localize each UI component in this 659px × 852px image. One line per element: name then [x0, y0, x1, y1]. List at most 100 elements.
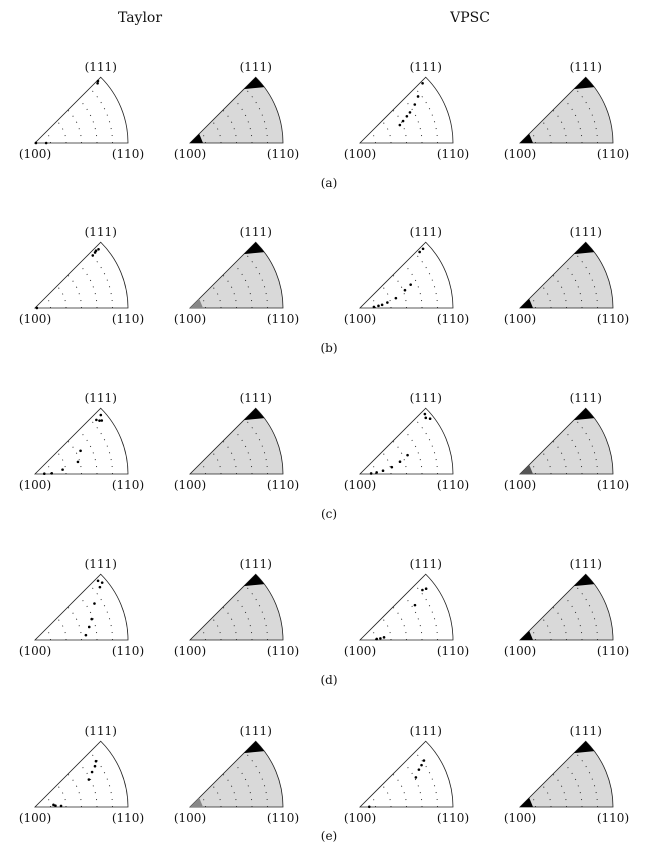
- grid-arc: [370, 296, 376, 309]
- pole-label-111: (111): [410, 60, 442, 74]
- pole-label-110: (110): [112, 478, 144, 492]
- orientation-point: [420, 763, 423, 767]
- orientation-point: [100, 419, 104, 422]
- pole-label-100: (100): [344, 811, 376, 825]
- orientation-point: [367, 805, 371, 809]
- grid-arc: [45, 795, 51, 808]
- texture-peak-111: [573, 741, 595, 754]
- orientation-point: [61, 468, 64, 471]
- grid-arc: [530, 462, 536, 475]
- orientation-point: [381, 469, 385, 473]
- texture-peak-100: [520, 133, 534, 143]
- panel-b-3: (111) (100) (110): [344, 225, 469, 326]
- pole-label-110: (110): [112, 811, 144, 825]
- pole-label-111: (111): [85, 724, 117, 738]
- orientation-point: [52, 803, 55, 807]
- pole-label-111: (111): [240, 557, 272, 571]
- stereographic-triangle: [519, 76, 614, 144]
- grid-arc: [200, 795, 206, 808]
- stereographic-triangle: [359, 241, 454, 309]
- row-caption: (d): [320, 673, 337, 687]
- pole-label-111: (111): [410, 225, 442, 239]
- grid-arc: [530, 628, 536, 641]
- stereographic-triangle: [189, 740, 284, 808]
- pole-label-111: (111): [410, 391, 442, 405]
- stereographic-triangle: [359, 76, 454, 144]
- stereographic-triangle: [34, 76, 129, 144]
- orientation-point: [54, 804, 57, 808]
- orientation-point: [424, 587, 428, 590]
- orientation-point: [98, 419, 101, 422]
- orientation-point: [390, 465, 394, 469]
- panel-c-1: (111) (100) (110): [19, 391, 144, 492]
- panel-e-4: (111) (100) (110): [504, 724, 629, 825]
- texture-peak-111: [243, 574, 265, 587]
- orientation-point: [76, 460, 80, 464]
- pole-label-110: (110): [267, 644, 299, 658]
- pole-label-111: (111): [240, 391, 272, 405]
- texture-peak-100: [190, 298, 204, 308]
- pole-label-110: (110): [267, 811, 299, 825]
- row-caption: (a): [321, 176, 338, 190]
- grid-arc: [45, 462, 51, 475]
- panel-b-1: (111) (100) (110): [19, 225, 144, 326]
- orientation-point: [386, 301, 389, 304]
- pole-label-100: (100): [344, 147, 376, 161]
- orientation-point: [377, 304, 380, 308]
- pole-label-111: (111): [85, 557, 117, 571]
- pole-label-110: (110): [112, 312, 144, 326]
- texture-peak-111: [573, 77, 595, 90]
- orientation-point: [424, 416, 428, 420]
- row-caption: (c): [321, 507, 337, 521]
- orientation-point: [375, 637, 379, 641]
- pole-label-110: (110): [597, 312, 629, 326]
- texture-peak-111: [573, 574, 595, 587]
- pole-label-100: (100): [19, 478, 51, 492]
- pole-label-110: (110): [112, 644, 144, 658]
- orientation-point: [398, 123, 402, 127]
- orientation-point: [413, 603, 417, 607]
- orientation-point: [98, 585, 102, 589]
- column-header-vpsc: VPSC: [449, 10, 490, 26]
- panel-a-2: (111) (100) (110): [174, 60, 299, 161]
- texture-peak-100: [520, 630, 534, 640]
- grid-arc: [45, 131, 51, 144]
- stereographic-triangle: [189, 76, 284, 144]
- pole-label-100: (100): [174, 147, 206, 161]
- orientation-point: [413, 103, 417, 106]
- orientation-point: [401, 119, 405, 123]
- panel-e-3: (111) (100) (110): [344, 724, 469, 825]
- stereographic-triangle: [359, 573, 454, 641]
- column-header-taylor: Taylor: [118, 10, 162, 26]
- panel-e-1: (111) (100) (110): [19, 724, 144, 825]
- panel-c-3: (111) (100) (110): [344, 391, 469, 492]
- orientation-point: [421, 82, 424, 85]
- orientation-point: [42, 472, 46, 476]
- orientation-point: [93, 602, 96, 605]
- pole-label-111: (111): [85, 225, 117, 239]
- orientation-point: [96, 79, 100, 83]
- grid-arc: [370, 131, 376, 144]
- pole-label-111: (111): [240, 60, 272, 74]
- pole-label-110: (110): [437, 478, 469, 492]
- orientation-point: [91, 254, 95, 257]
- pole-label-100: (100): [504, 312, 536, 326]
- pole-label-110: (110): [597, 478, 629, 492]
- orientation-point: [428, 417, 432, 421]
- pole-label-110: (110): [597, 147, 629, 161]
- orientation-point: [95, 418, 98, 422]
- orientation-point: [372, 305, 376, 309]
- grid-arc: [530, 795, 536, 808]
- stereographic-triangle: [189, 407, 284, 475]
- grid-arc: [370, 795, 376, 808]
- pole-label-100: (100): [19, 147, 51, 161]
- pole-label-110: (110): [597, 644, 629, 658]
- grid-arc: [45, 296, 51, 309]
- orientation-point: [398, 460, 402, 463]
- texture-peak-111: [243, 77, 265, 90]
- pole-label-100: (100): [19, 644, 51, 658]
- pole-label-110: (110): [267, 312, 299, 326]
- stereographic-triangle: [519, 241, 614, 309]
- pole-label-100: (100): [174, 811, 206, 825]
- stereographic-triangle: [519, 740, 614, 808]
